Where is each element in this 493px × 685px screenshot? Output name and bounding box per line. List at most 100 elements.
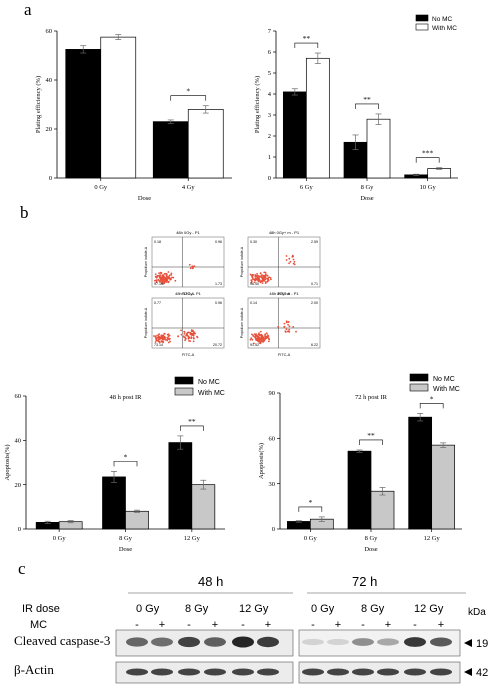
y-tick-label: 5 xyxy=(268,70,271,77)
flow-event-dot xyxy=(288,331,291,333)
flow-event-dot xyxy=(185,334,187,337)
flow-event-dot xyxy=(265,337,267,340)
flow-event-dot xyxy=(185,333,188,335)
flow-event-dot xyxy=(264,274,267,277)
flow-event-dot xyxy=(189,267,192,270)
flow-event-dot xyxy=(157,334,159,337)
legend-b2-swatch-withmc xyxy=(409,383,429,392)
significance-label: * xyxy=(124,452,128,461)
flow-event-dot xyxy=(164,338,167,341)
flow-event-dot xyxy=(160,282,163,285)
significance-label: * xyxy=(308,498,312,507)
blot-mc-sign: - xyxy=(241,619,245,631)
blot-band-actin xyxy=(126,668,148,676)
y-tick-label: 3 xyxy=(268,112,271,119)
flow-event-dot xyxy=(189,332,192,335)
flow-event-dot xyxy=(285,328,288,331)
x-tick-label: 4 Gy xyxy=(182,184,196,191)
blot-band-actin xyxy=(151,668,173,676)
flow-quadrant-ur: 0.96 xyxy=(215,301,222,305)
blot-kda-caspase: 19 xyxy=(476,638,488,650)
flow-quadrant-ul: 0.14 xyxy=(250,301,257,305)
legend-b1-label-withmc: With MC xyxy=(198,390,225,397)
flow-event-dot xyxy=(177,335,180,337)
blot-mc-sign: - xyxy=(361,619,365,631)
flow-event-dot xyxy=(266,334,269,336)
flow-event-dot xyxy=(258,276,261,278)
flow-event-dot xyxy=(163,333,166,335)
flow-event-dot xyxy=(188,340,190,342)
flow-event-dot xyxy=(293,263,296,266)
blot-band-actin xyxy=(352,668,374,676)
flow-plot-xlabel: FITC-A xyxy=(182,292,195,296)
flow-event-dot xyxy=(168,276,171,278)
flow-event-dot xyxy=(154,279,156,282)
bar-nomc xyxy=(408,416,433,530)
flow-event-dot xyxy=(250,281,253,284)
flow-event-dot xyxy=(258,333,261,336)
flow-plot-ylabel: Propidium iodide-A xyxy=(144,246,148,277)
flow-event-dot xyxy=(155,276,158,279)
flow-event-dot xyxy=(260,339,263,341)
significance-bracket xyxy=(415,157,440,163)
legend-b1-label-nomc: No MC xyxy=(198,379,220,386)
blot-ir-dose-label: IR dose xyxy=(22,603,60,615)
flow-event-dot xyxy=(162,334,165,337)
x-axis-label: Dose xyxy=(119,546,132,553)
flow-event-dot xyxy=(170,272,173,275)
flow-event-dot xyxy=(250,337,253,339)
flow-event-dot xyxy=(180,333,183,336)
flow-event-dot xyxy=(160,272,163,274)
blot-band-caspase xyxy=(178,636,200,648)
legend-b1: No MC With MC xyxy=(174,376,225,397)
flow-event-dot xyxy=(188,263,191,266)
y-tick-label: 60 xyxy=(15,393,22,400)
flow-event-dot xyxy=(264,275,266,278)
flow-event-dot xyxy=(165,275,168,278)
flow-event-dot xyxy=(158,274,161,277)
flow-quadrant-ll: 73.14 xyxy=(154,343,163,347)
flow-event-dot xyxy=(161,336,164,339)
x-axis-label: Dose xyxy=(138,195,151,202)
flow-event-dot xyxy=(158,277,161,279)
flow-event-dot xyxy=(162,275,165,277)
flow-event-dot xyxy=(251,333,253,336)
y-tick-label: 0 xyxy=(272,526,275,533)
flow-event-dot xyxy=(277,325,280,328)
flow-event-dot xyxy=(263,337,266,340)
y-tick-label: 20 xyxy=(15,482,22,489)
flow-plot-frame xyxy=(247,236,321,288)
y-tick-label: 0 xyxy=(268,175,271,182)
flow-quadrant-ur: 2.59 xyxy=(311,240,318,244)
flow-event-dot xyxy=(165,278,168,280)
flow-event-dot xyxy=(167,271,170,273)
blot-band-caspase xyxy=(126,637,148,647)
bar-withmc xyxy=(305,57,330,179)
flow-quadrant-ll: 96.40 xyxy=(250,282,259,286)
flow-event-dot xyxy=(167,335,170,338)
flow-event-dot xyxy=(266,274,269,277)
blot-band-caspase xyxy=(204,637,226,647)
significance-bracket xyxy=(355,103,379,109)
y-tick-label: 20 xyxy=(46,126,53,133)
flow-event-dot xyxy=(254,334,257,337)
flow-plot-xlabel: FITC-A xyxy=(278,292,291,296)
y-axis-label: Plating efficiency (%) xyxy=(35,76,42,133)
flow-event-dot xyxy=(170,278,172,280)
bar-nomc xyxy=(286,521,311,530)
blot-mc-sign: + xyxy=(385,619,391,631)
significance-bracket xyxy=(170,95,207,101)
flow-quadrant-ul: 0.30 xyxy=(250,240,257,244)
flow-event-dot xyxy=(167,281,170,284)
x-tick-label: 0 Gy xyxy=(304,535,318,542)
blot-dose-72-0: 0 Gy xyxy=(311,603,335,615)
blot-dose-48-8: 8 Gy xyxy=(185,603,209,615)
y-tick-label: 60 xyxy=(269,436,276,443)
flow-event-dot xyxy=(261,276,264,279)
legend-b2-swatch-nomc xyxy=(409,373,429,382)
y-tick-label: 30 xyxy=(269,481,276,488)
flow-event-dot xyxy=(162,278,164,281)
blot-mc-sign: + xyxy=(438,619,444,631)
flow-event-dot xyxy=(264,282,267,284)
